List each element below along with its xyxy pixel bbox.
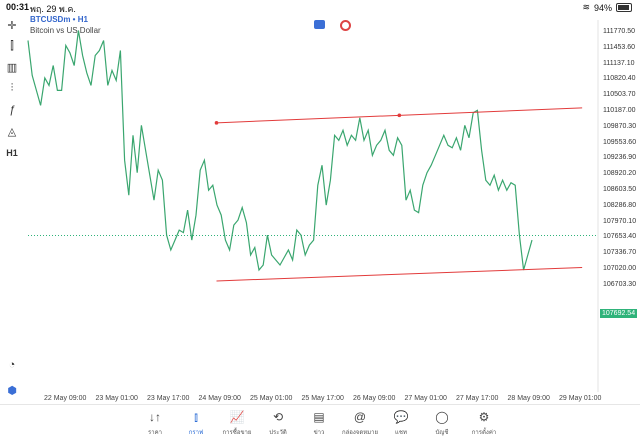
- price-tick-label: 110187.00: [603, 107, 636, 114]
- function-icon[interactable]: ƒ: [8, 104, 16, 116]
- chart-description: Bitcoin vs US Dollar: [30, 26, 101, 35]
- nav-label: การซื้อขาย: [222, 430, 252, 436]
- nav-item[interactable]: @ กล่องจดหมาย: [340, 409, 380, 437]
- battery-text: 94%: [593, 2, 612, 13]
- time-tick-label: 27 May 01:00: [404, 395, 447, 402]
- wifi-icon: ≋: [582, 2, 590, 12]
- price-series-line: [27, 30, 533, 272]
- price-tick-label: 108920.20: [603, 170, 637, 178]
- volume-bars-icon[interactable]: ▥: [6, 61, 18, 74]
- status-bar: 00:31 พฤ. 29 พ.ค. ≋ 94%: [0, 0, 640, 14]
- crosshair-icon[interactable]: ✛: [7, 19, 17, 32]
- nav-icon: ⟲: [272, 410, 284, 424]
- nav-icon: ◯: [435, 410, 449, 424]
- time-tick-label: 29 May 01:00: [559, 395, 602, 402]
- nav-label: กล่องจดหมาย: [341, 430, 379, 436]
- nav-label: การตั้งค่า: [471, 430, 497, 436]
- trade-toggle-icon[interactable]: [314, 20, 325, 29]
- chart-symbol: BTCUSDm • H1: [30, 15, 88, 24]
- price-tick-label: 109236.90: [603, 154, 637, 162]
- time-tick-label: 28 May 09:00: [507, 395, 550, 402]
- price-tick-label: 108603.50: [603, 186, 637, 193]
- battery-icon: [616, 3, 632, 12]
- price-tick-label: 110503.70: [603, 91, 636, 99]
- nav-icon: 💬: [393, 410, 409, 424]
- one-click-icon[interactable]: [340, 20, 351, 31]
- status-date: พฤ. 29 พ.ค.: [30, 4, 76, 14]
- nav-icon: ↓↑: [149, 410, 161, 424]
- price-tick-label: 108286.80: [603, 201, 637, 209]
- nav-item[interactable]: ↓↑ ราคา: [135, 409, 175, 437]
- status-right: ≋ 94%: [582, 2, 632, 13]
- price-tick-label: 107336.70: [603, 249, 637, 257]
- nav-icon: ⚙: [478, 410, 490, 424]
- price-tick-label: 111137.10: [603, 59, 635, 67]
- status-time: 00:31: [6, 2, 30, 12]
- shapes-icon[interactable]: ◬: [7, 125, 17, 138]
- nav-label: ข่าว: [313, 430, 325, 436]
- price-tick-label: 110820.40: [603, 75, 636, 83]
- time-tick-label: 23 May 17:00: [147, 395, 190, 402]
- price-tick-label: 109553.60: [603, 138, 637, 146]
- price-tick-label: 107653.40: [603, 233, 637, 241]
- indicators-icon[interactable]: ⫶: [10, 81, 14, 94]
- speedometer-icon[interactable]: ◔: [8, 359, 16, 371]
- time-tick-label: 23 May 01:00: [95, 395, 138, 402]
- nav-icon: ▤: [313, 410, 325, 424]
- nav-item[interactable]: 💬 แชท: [381, 409, 421, 437]
- time-tick-label: 26 May 09:00: [353, 395, 396, 402]
- drawing-toolbar: ✛ ⫿ ▥ ⫶ ƒ ◬ H1 ◔ ⬢: [0, 14, 22, 404]
- nav-item[interactable]: ⚙ การตั้งค่า: [464, 409, 504, 437]
- nav-item[interactable]: 📈 การซื้อขาย: [217, 409, 257, 437]
- timeframe-button[interactable]: H1: [6, 148, 18, 158]
- time-tick-label: 27 May 17:00: [456, 395, 499, 402]
- bottom-navigation: ↓↑ ราคา ⫾ กราฟ 📈 การซื้อขาย ⟲ ประวัติ ▤ ข่าว @ กล่อ…: [0, 404, 640, 448]
- nav-item[interactable]: ⫾ กราฟ: [176, 409, 216, 437]
- nav-icon: 📈: [229, 410, 245, 424]
- price-tick-label: 111770.50: [603, 28, 636, 35]
- trendline-anchor-point[interactable]: [214, 121, 219, 125]
- time-tick-label: 22 May 09:00: [44, 395, 87, 402]
- nav-label: ราคา: [148, 430, 162, 436]
- nav-icon: ⫾: [194, 410, 198, 424]
- price-tick-label: 107020.00: [603, 265, 637, 272]
- current-price-label: 107692.54: [600, 309, 638, 318]
- price-tick-label: 111453.60: [603, 43, 636, 51]
- price-tick-label: 106703.30: [603, 280, 637, 288]
- price-tick-label: 107970.10: [603, 217, 637, 225]
- app-logo-icon[interactable]: ⬢: [7, 384, 17, 397]
- nav-icon: @: [353, 410, 367, 424]
- nav-item[interactable]: ◯ บัญชี: [422, 409, 462, 437]
- nav-label: กราฟ: [188, 430, 204, 436]
- time-tick-label: 25 May 01:00: [250, 395, 293, 402]
- nav-label: บัญชี: [435, 430, 449, 436]
- time-tick-label: 25 May 17:00: [301, 395, 344, 402]
- nav-item[interactable]: ⟲ ประวัติ: [258, 409, 298, 437]
- candles-icon[interactable]: ⫿: [10, 39, 14, 52]
- nav-label: แชท: [395, 430, 407, 436]
- nav-item[interactable]: ▤ ข่าว: [299, 409, 339, 437]
- price-tick-label: 109870.30: [603, 122, 637, 130]
- trendline-anchor-point[interactable]: [397, 113, 402, 118]
- chart-header: BTCUSDm • H1 Bitcoin vs US Dollar: [30, 14, 101, 36]
- time-tick-label: 24 May 09:00: [198, 395, 241, 402]
- lower-trendline[interactable]: [216, 267, 583, 282]
- nav-label: ประวัติ: [269, 430, 287, 436]
